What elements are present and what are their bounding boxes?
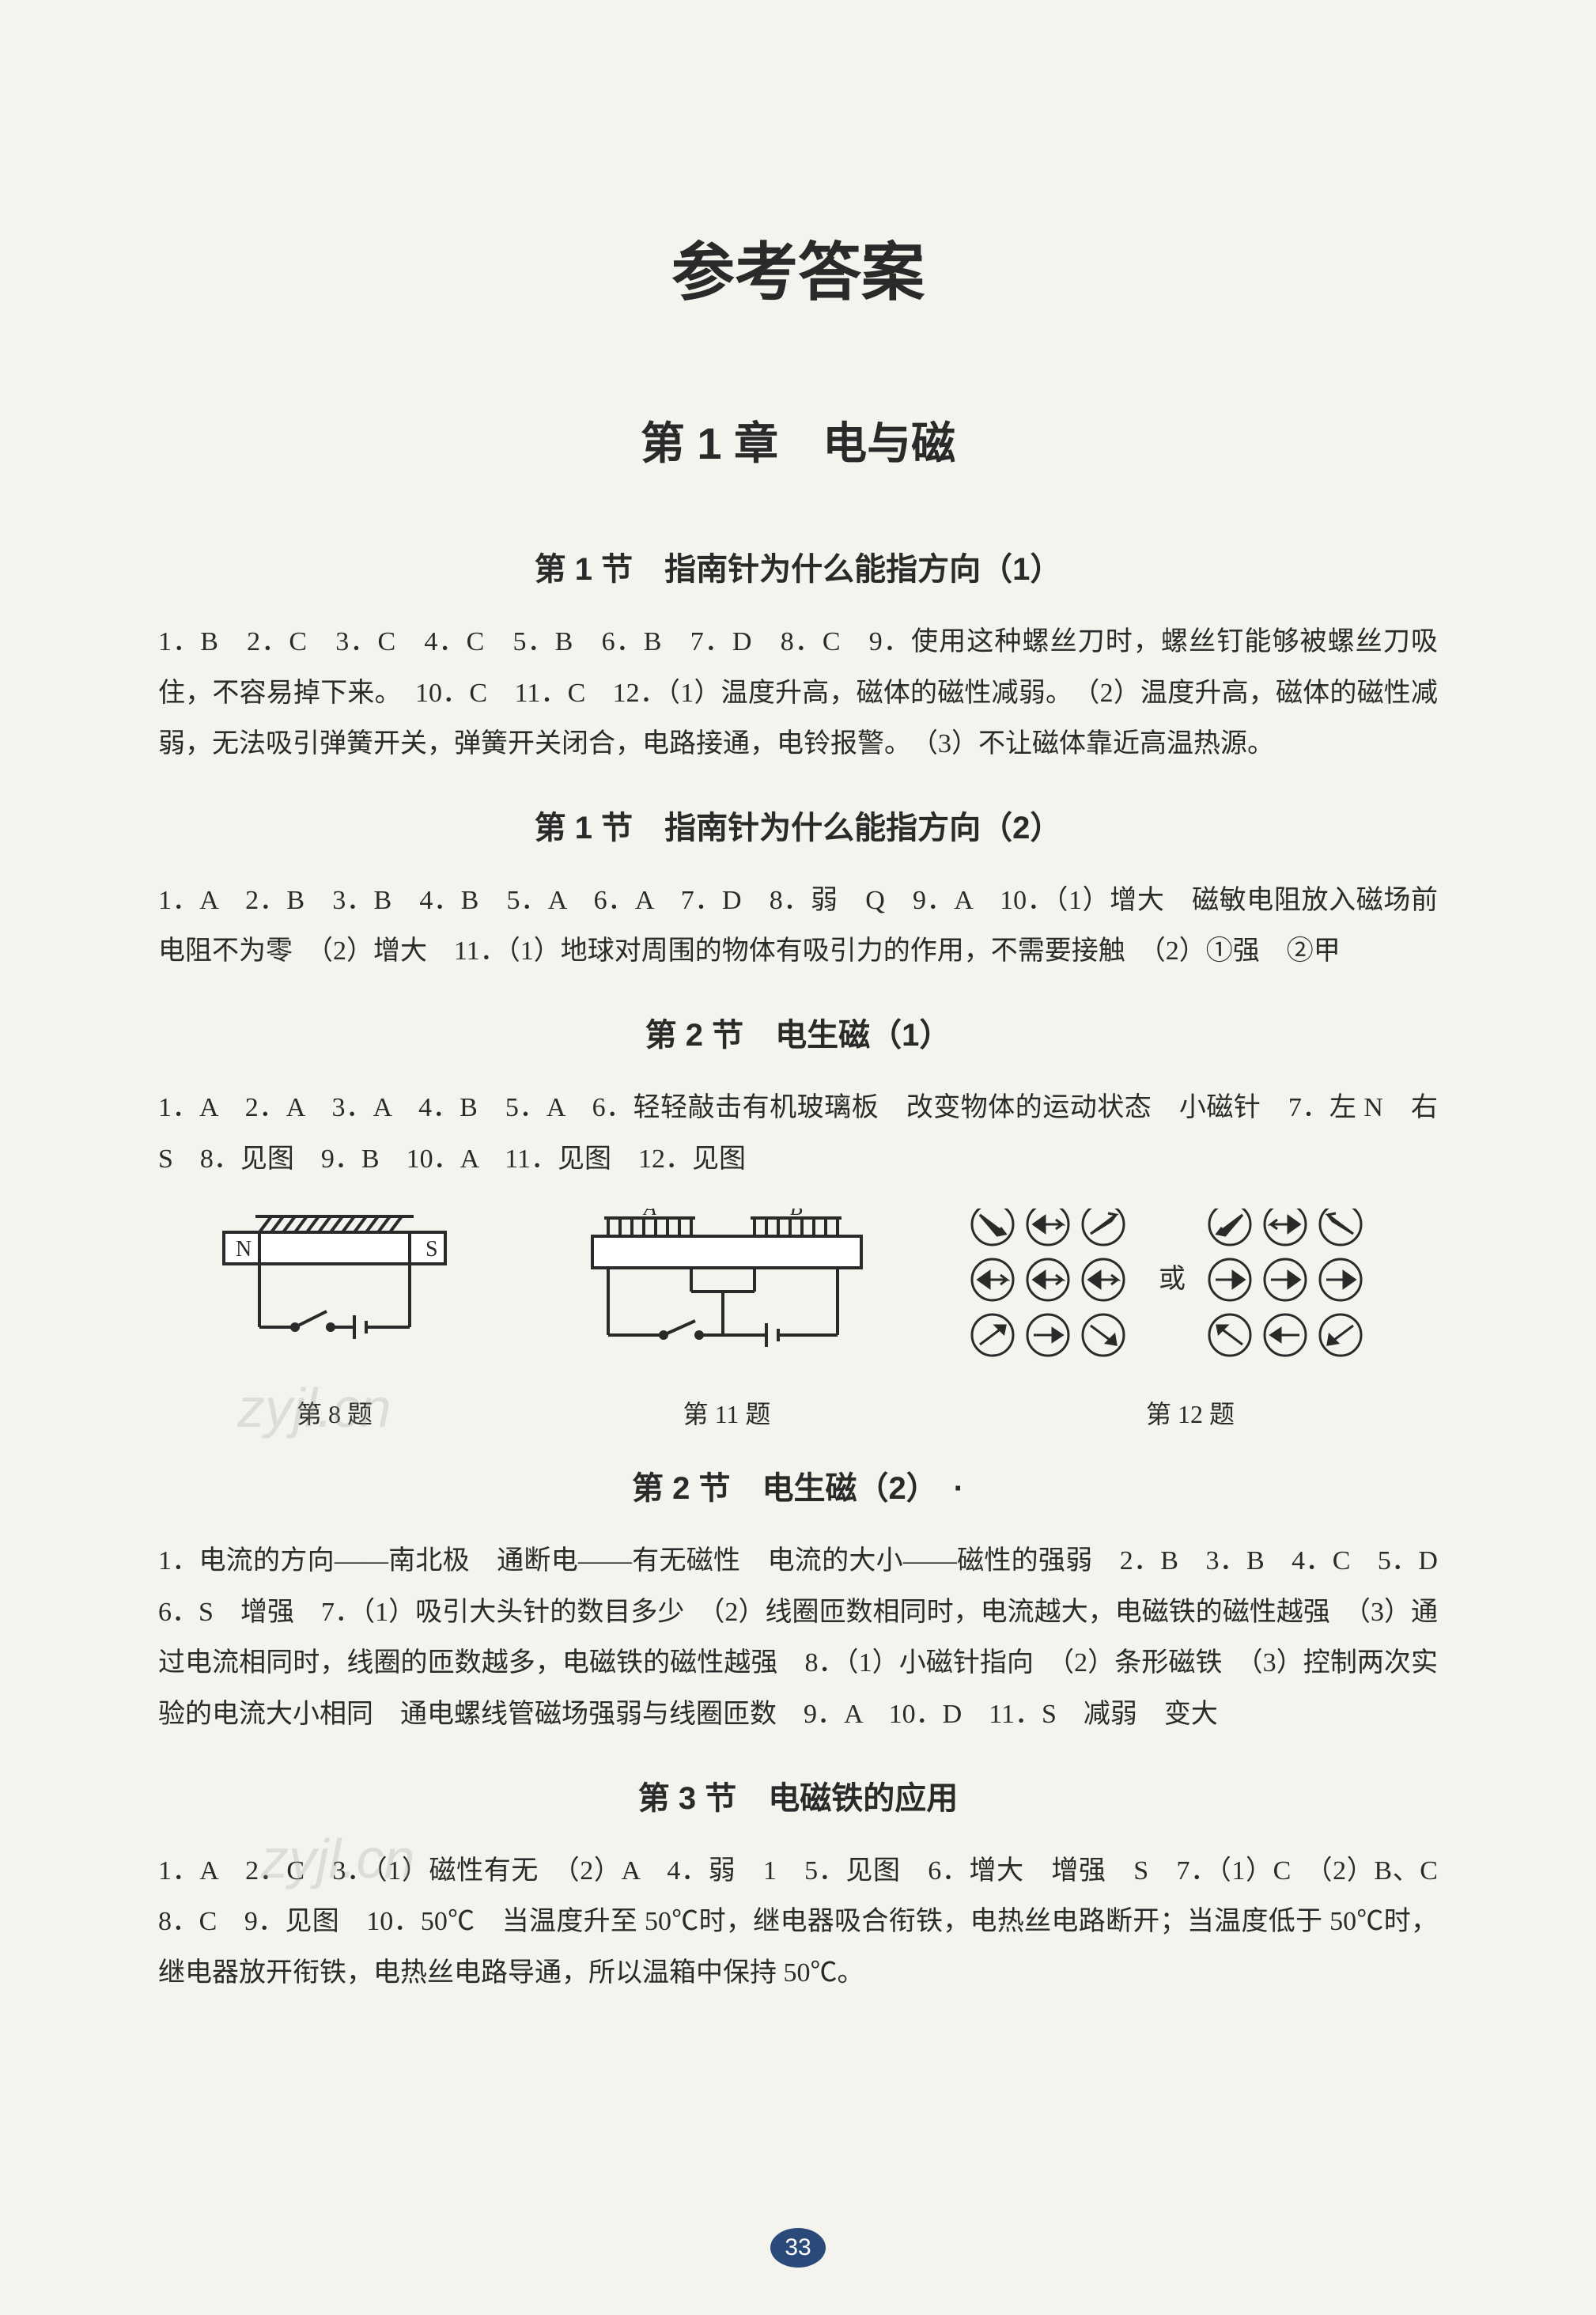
svg-text:A: A xyxy=(642,1209,656,1220)
figure-12: 或 第 12 题 xyxy=(969,1209,1412,1431)
figure-8: N S xyxy=(184,1209,485,1431)
figure-12-svg: 或 xyxy=(969,1209,1412,1383)
svg-text:B: B xyxy=(790,1209,803,1220)
section-1-title: 第 1 节 指南针为什么能指方向（1） xyxy=(158,543,1438,589)
section-4-title: 第 2 节 电生磁（2） · xyxy=(158,1462,1438,1508)
figure-11-svg: A B xyxy=(561,1209,893,1383)
figure-8-caption: 第 8 题 xyxy=(184,1394,485,1431)
section-5-title: 第 3 节 电磁铁的应用 xyxy=(158,1772,1438,1818)
page-number: 33 xyxy=(770,2228,826,2268)
main-title: 参考答案 xyxy=(158,221,1438,313)
svg-text:S: S xyxy=(425,1237,438,1262)
figures-row: N S xyxy=(158,1209,1438,1431)
section-3-title: 第 2 节 电生磁（1） xyxy=(158,1009,1438,1055)
figure-8-svg: N S xyxy=(184,1209,485,1383)
figure-11-caption: 第 11 题 xyxy=(561,1394,893,1431)
figure-11: A B xyxy=(561,1209,893,1431)
section-3-body: 1．A 2．A 3．A 4．B 5．A 6．轻轻敲击有机玻璃板 改变物体的运动状… xyxy=(158,1083,1438,1185)
svg-text:或: 或 xyxy=(1159,1264,1186,1294)
chapter-title: 第 1 章 电与磁 xyxy=(158,408,1438,472)
section-2-body: 1．A 2．B 3．B 4．B 5．A 6．A 7．D 8．弱 Q 9．A 10… xyxy=(158,876,1438,978)
figure-12-caption: 第 12 题 xyxy=(969,1394,1412,1431)
section-5-body: 1．A 2．C 3．（1）磁性有无 （2）A 4．弱 1 5．见图 6．增大 增… xyxy=(158,1846,1438,1999)
svg-text:N: N xyxy=(236,1237,252,1262)
section-1-body: 1．B 2．C 3．C 4．C 5．B 6．B 7．D 8．C 9．使用这种螺丝… xyxy=(158,617,1438,770)
section-4-body: 1．电流的方向——南北极 通断电——有无磁性 电流的大小——磁性的强弱 2．B … xyxy=(158,1536,1438,1740)
section-2-title: 第 1 节 指南针为什么能指方向（2） xyxy=(158,802,1438,848)
